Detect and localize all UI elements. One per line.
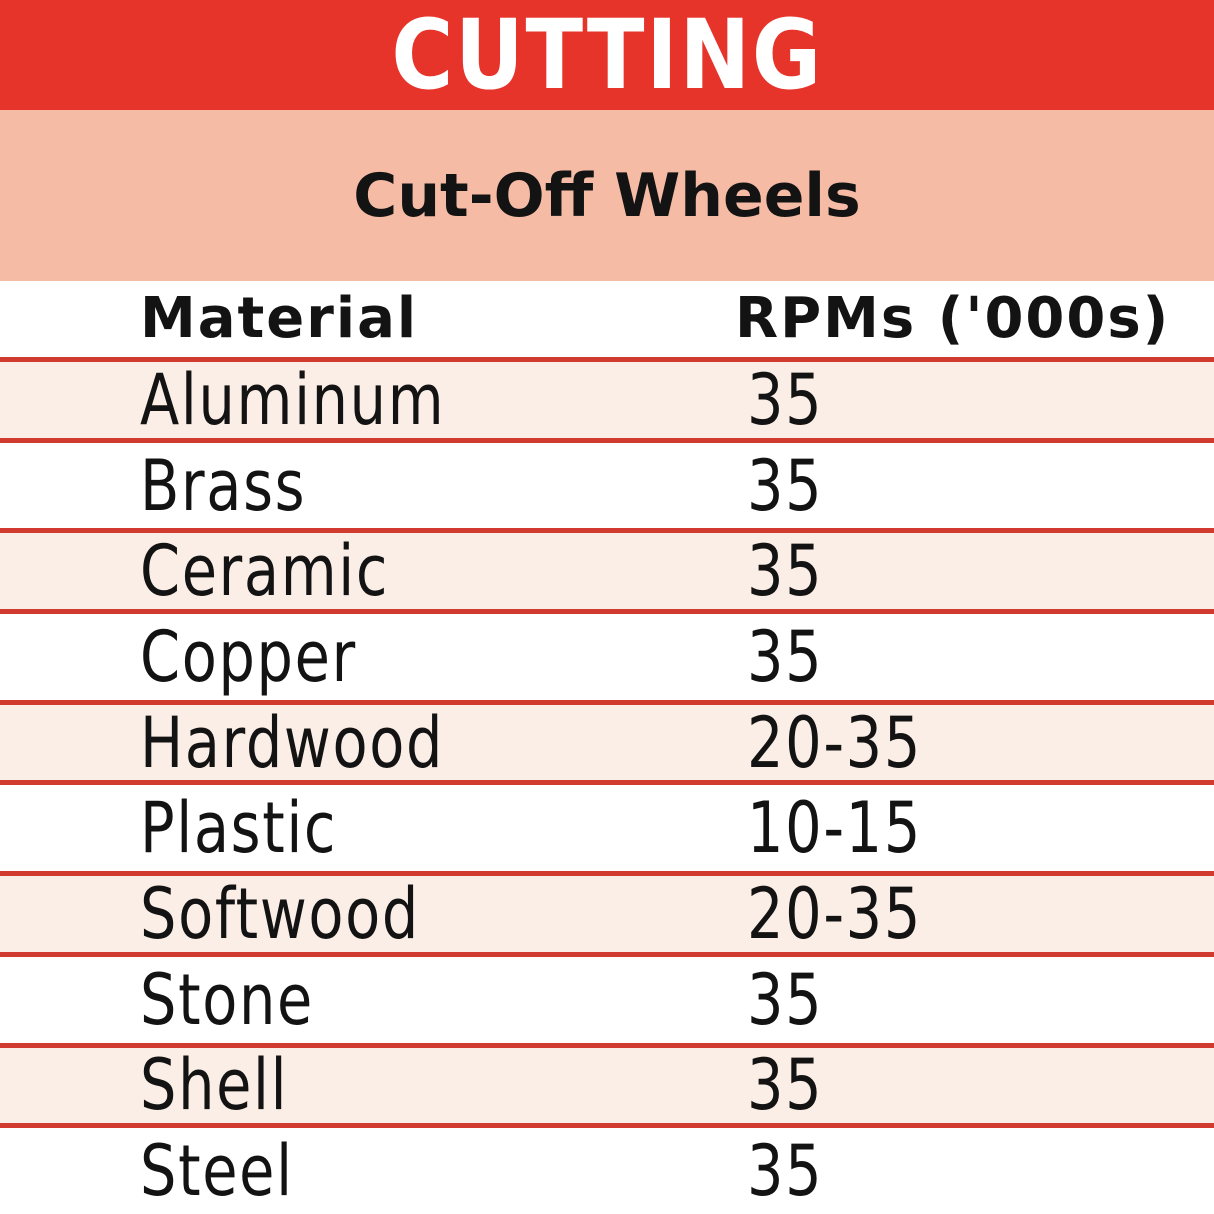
material-name: Plastic — [140, 787, 338, 870]
material-name: Shell — [140, 1044, 289, 1127]
rpm-cell: 35 — [735, 622, 1214, 692]
material-cell: Aluminum — [0, 365, 735, 435]
rpm-cell: 20-35 — [735, 879, 1214, 949]
table-row: Aluminum 35 — [0, 357, 1214, 443]
table-row: Softwood 20-35 — [0, 871, 1214, 957]
rpm-cell: 35 — [735, 1136, 1214, 1206]
rpm-value: 20-35 — [747, 701, 922, 784]
rpm-value: 35 — [747, 615, 824, 698]
material-cell: Ceramic — [0, 536, 735, 606]
table-row: Ceramic 35 — [0, 528, 1214, 615]
material-cell: Copper — [0, 622, 735, 692]
rpm-value: 35 — [747, 358, 824, 441]
column-header-material: Material — [140, 286, 419, 351]
table-header-row: Material RPMs ('000s) — [0, 281, 1214, 357]
rpm-value: 35 — [747, 530, 824, 613]
material-cell: Shell — [0, 1050, 735, 1120]
material-name: Steel — [140, 1130, 294, 1213]
rpm-cell: 35 — [735, 1050, 1214, 1120]
column-header-rpm: RPMs ('000s) — [735, 286, 1171, 351]
material-name: Hardwood — [140, 701, 445, 784]
material-name: Aluminum — [140, 358, 446, 441]
table-row: Plastic 10-15 — [0, 785, 1214, 872]
rpm-cell: 35 — [735, 536, 1214, 606]
banner-title: CUTTING — [391, 0, 823, 111]
material-cell: Stone — [0, 965, 735, 1035]
material-cell: Brass — [0, 451, 735, 521]
subtitle-banner: Cut-Off Wheels — [0, 110, 1214, 281]
rpm-cell: 35 — [735, 365, 1214, 435]
rpm-value: 20-35 — [747, 872, 922, 955]
rpm-value: 35 — [747, 1130, 824, 1213]
rpm-value: 35 — [747, 958, 824, 1041]
material-name: Copper — [140, 615, 357, 698]
cutting-banner: CUTTING — [0, 0, 1214, 110]
rpm-value: 35 — [747, 444, 824, 527]
material-name: Softwood — [140, 872, 421, 955]
banner-subtitle: Cut-Off Wheels — [353, 160, 861, 231]
rpm-cell: 35 — [735, 451, 1214, 521]
table-row: Copper 35 — [0, 614, 1214, 700]
table-row: Hardwood 20-35 — [0, 699, 1214, 786]
material-cell: Softwood — [0, 879, 735, 949]
material-name: Ceramic — [140, 530, 390, 613]
table-row: Shell 35 — [0, 1042, 1214, 1129]
rpm-cell: 35 — [735, 965, 1214, 1035]
table-row: Stone 35 — [0, 956, 1214, 1043]
material-cell: Steel — [0, 1136, 735, 1206]
material-name: Stone — [140, 958, 314, 1041]
material-name: Brass — [140, 444, 307, 527]
rpm-value: 10-15 — [747, 787, 922, 870]
material-cell: Plastic — [0, 793, 735, 863]
table-row: Steel 35 — [0, 1128, 1214, 1214]
rpm-cell: 20-35 — [735, 708, 1214, 778]
rpm-value: 35 — [747, 1044, 824, 1127]
material-cell: Hardwood — [0, 708, 735, 778]
speed-table: Material RPMs ('000s) Aluminum 35 Brass … — [0, 281, 1214, 1214]
rpm-cell: 10-15 — [735, 793, 1214, 863]
table-row: Brass 35 — [0, 442, 1214, 529]
